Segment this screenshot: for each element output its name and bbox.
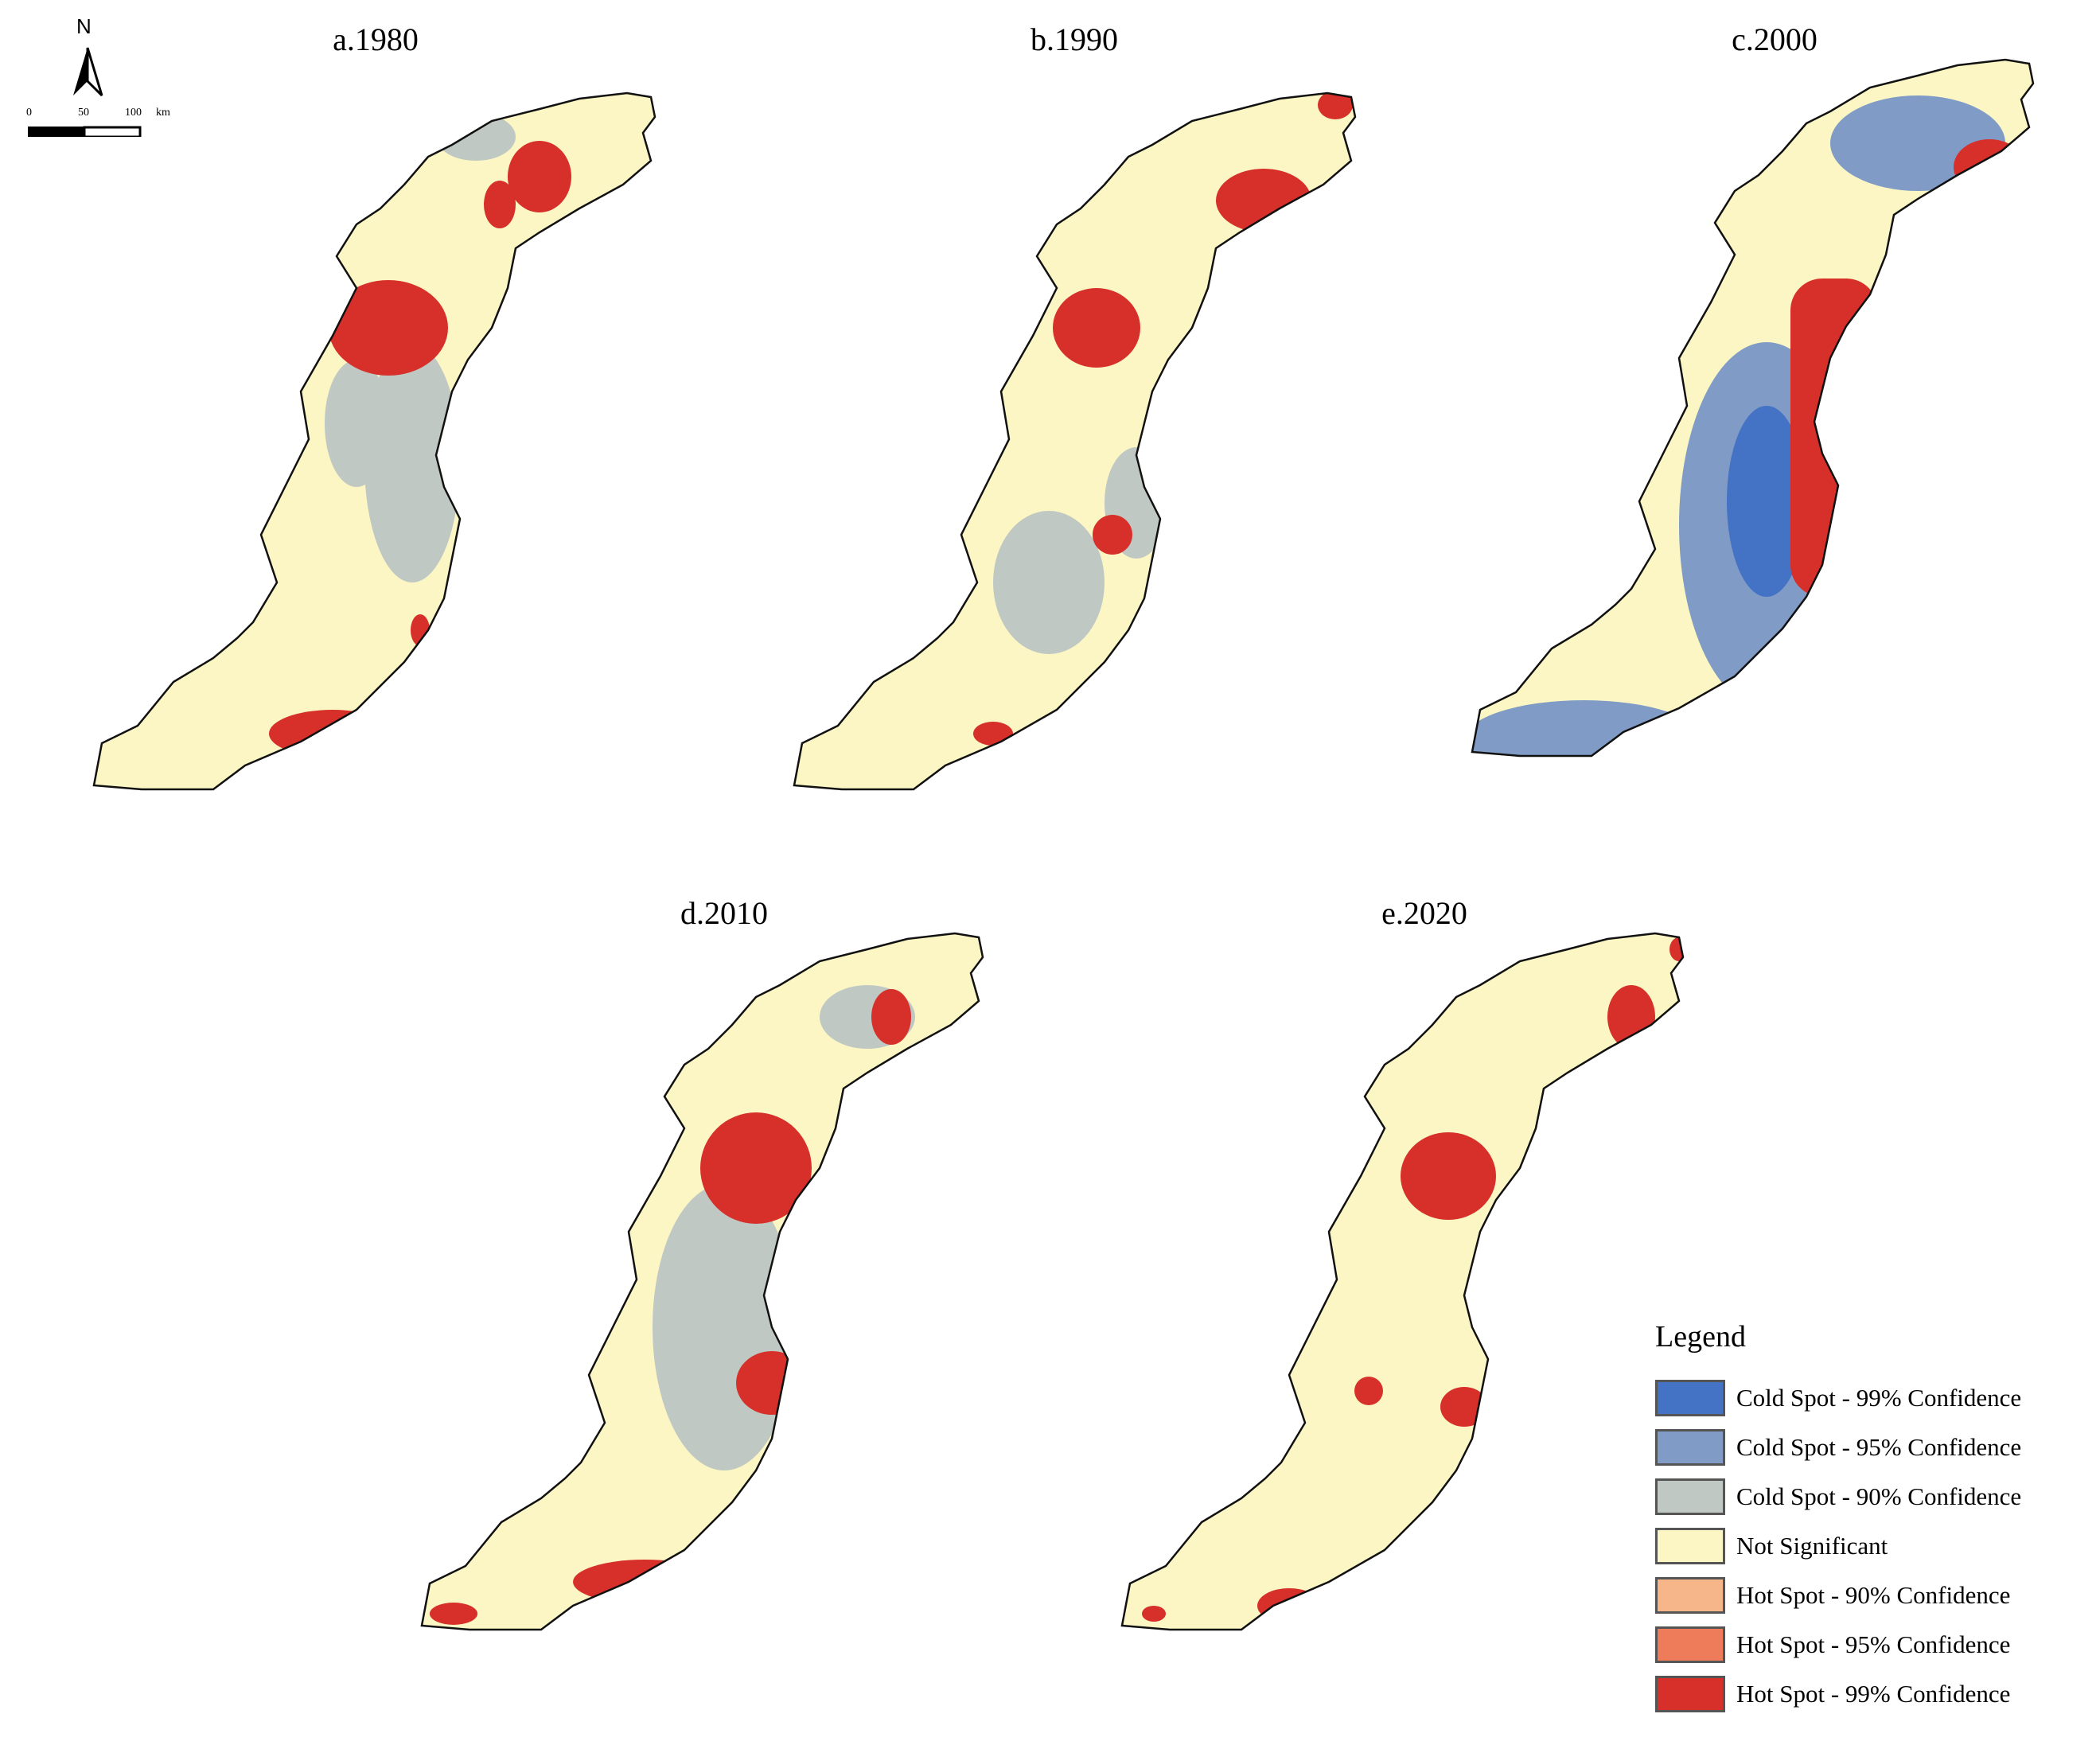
- hot-zone: [484, 181, 516, 228]
- hot-zone: [1822, 598, 1854, 627]
- panel-title-b: b.1990: [1031, 21, 1118, 57]
- scale-tick-50: 50: [78, 107, 89, 119]
- legend-swatch: [1655, 1380, 1725, 1416]
- legend-swatch: [1655, 1528, 1725, 1564]
- legend-label: Not Significant: [1736, 1532, 1888, 1560]
- hot-zone: [1318, 93, 1353, 119]
- scale-unit: km: [156, 107, 170, 119]
- legend-item: Hot Spot - 90% Confidence: [1655, 1571, 2085, 1620]
- hot-zone: [1669, 937, 1683, 961]
- legend-item: Hot Spot - 95% Confidence: [1655, 1620, 2085, 1669]
- legend-item: Cold Spot - 90% Confidence: [1655, 1472, 2085, 1521]
- legend-label: Cold Spot - 99% Confidence: [1736, 1384, 2022, 1412]
- map-panel-a: [92, 92, 656, 791]
- hot-zone: [388, 699, 436, 728]
- legend-item: Cold Spot - 95% Confidence: [1655, 1423, 2085, 1472]
- hot-zone: [1354, 1377, 1383, 1405]
- legend-item: Hot Spot - 99% Confidence: [1655, 1669, 2085, 1719]
- legend-label: Hot Spot - 90% Confidence: [1736, 1581, 2011, 1609]
- hot-zone: [430, 1603, 477, 1625]
- map-panel-e: [1120, 932, 1685, 1631]
- legend-item: Cold Spot - 99% Confidence: [1655, 1373, 2085, 1423]
- cold-zone: [1472, 700, 1703, 756]
- hot-zone: [1216, 169, 1311, 232]
- cold-zone: [364, 344, 460, 582]
- legend-title: Legend: [1655, 1320, 1746, 1354]
- scale-tick-100: 100: [125, 107, 142, 119]
- cold-zone: [1886, 390, 1950, 613]
- cold-zone: [993, 511, 1105, 654]
- legend-swatch: [1655, 1577, 1725, 1614]
- legend-label: Cold Spot - 95% Confidence: [1736, 1433, 2022, 1461]
- legend-label: Hot Spot - 95% Confidence: [1736, 1630, 2011, 1658]
- legend-label: Hot Spot - 99% Confidence: [1736, 1680, 2011, 1708]
- cold-zone: [436, 113, 516, 161]
- hot-zone: [508, 141, 571, 212]
- hot-zone: [528, 1424, 554, 1453]
- north-label: N: [76, 14, 92, 38]
- hot-zone: [329, 280, 448, 376]
- panel-title-a: a.1980: [333, 21, 419, 57]
- scale-bar: [28, 126, 142, 137]
- hot-zone: [973, 722, 1013, 746]
- legend-label: Cold Spot - 90% Confidence: [1736, 1482, 2022, 1510]
- legend-item: Not Significant: [1655, 1521, 2085, 1571]
- legend-swatch: [1655, 1626, 1725, 1663]
- hot-zone: [871, 989, 911, 1045]
- map-panel-d: [420, 932, 984, 1631]
- legend-swatch: [1655, 1676, 1725, 1712]
- legend: Legend Cold Spot - 99% Confidence Cold S…: [1655, 1319, 2085, 1719]
- hot-zone: [1093, 515, 1132, 555]
- cold-zone: [325, 360, 388, 487]
- legend-swatch: [1655, 1478, 1725, 1515]
- panel-title-c: c.2000: [1732, 21, 1818, 57]
- north-arrow-icon: [73, 47, 103, 97]
- hot-zone: [1053, 288, 1140, 368]
- panel-title-d: d.2010: [680, 895, 768, 931]
- hot-zone: [1607, 985, 1655, 1049]
- hot-zone: [269, 710, 396, 758]
- hot-zone: [1257, 1588, 1321, 1623]
- map-panel-b: [793, 92, 1357, 791]
- scale-tick-0: 0: [26, 107, 32, 119]
- legend-swatch: [1655, 1429, 1725, 1466]
- hot-zone: [1631, 738, 1727, 756]
- hot-zone: [1142, 1606, 1166, 1622]
- hot-zone: [1401, 1132, 1496, 1220]
- hot-zone: [1790, 278, 1878, 597]
- hot-zone: [700, 1112, 812, 1224]
- map-panel-c: [1471, 58, 2035, 758]
- hot-zone: [736, 1351, 808, 1415]
- cold-zone: [1727, 406, 1806, 597]
- panel-title-e: e.2020: [1381, 895, 1467, 931]
- hot-zone: [1954, 139, 2025, 195]
